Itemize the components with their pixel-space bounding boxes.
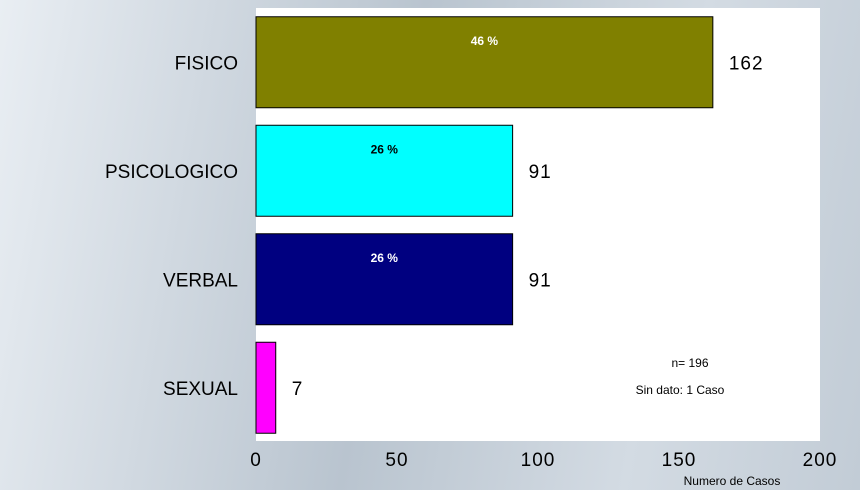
percent-label-fisico: 46 % (471, 34, 499, 48)
missing-data-note: Sin dato: 1 Caso (636, 383, 725, 397)
value-label-psicologico: 91 (529, 162, 552, 183)
bar-sexual (255, 341, 277, 434)
percent-labels-group: 46 % 26 % 26 % (371, 34, 499, 265)
x-tick-label: 100 (521, 450, 556, 471)
category-label-sexual: SEXUAL (163, 379, 238, 400)
percent-label-psicologico: 26 % (371, 142, 399, 156)
category-label-verbal: VERBAL (163, 270, 238, 291)
bar-verbal (255, 233, 514, 326)
x-axis-title: Numero de Casos (684, 474, 781, 488)
category-label-psicologico: PSICOLOGICO (105, 162, 238, 183)
value-label-verbal: 91 (529, 270, 552, 291)
value-label-sexual: 7 (292, 379, 304, 400)
percent-label-verbal: 26 % (371, 251, 399, 265)
value-labels-group: 162 91 91 7 (292, 53, 764, 400)
x-tick-labels-group: 0 50 100 150 200 (250, 450, 838, 471)
bar-psicologico (255, 124, 514, 217)
sample-size-note: n= 196 (671, 356, 708, 370)
category-labels-group: FISICO PSICOLOGICO VERBAL SEXUAL (105, 53, 238, 400)
bar-fisico (255, 16, 714, 109)
bars-group (255, 16, 714, 434)
value-label-fisico: 162 (729, 53, 764, 74)
x-tick-label: 50 (385, 450, 408, 471)
category-label-fisico: FISICO (175, 53, 238, 74)
x-tick-label: 0 (250, 450, 262, 471)
x-tick-label: 150 (662, 450, 697, 471)
x-tick-label: 200 (803, 450, 838, 471)
